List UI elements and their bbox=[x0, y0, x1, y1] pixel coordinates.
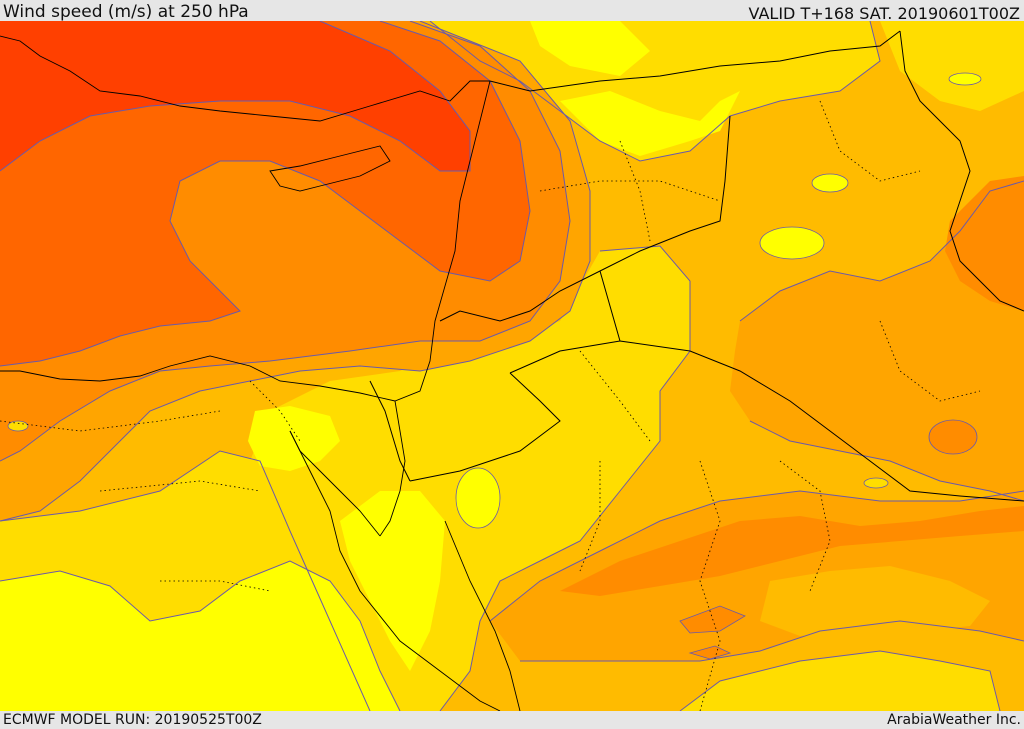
band-yellow-sinai bbox=[340, 491, 445, 671]
model-run-label: ECMWF MODEL RUN: 20190525T00Z bbox=[3, 712, 262, 728]
wind-speed-map bbox=[0, 21, 1024, 711]
band-yellow-east-1 bbox=[759, 226, 825, 260]
country-borders bbox=[369, 30, 1024, 502]
band-yellow-east-2 bbox=[811, 173, 849, 193]
band-east-orange-2 bbox=[945, 176, 1024, 311]
band-west-core bbox=[0, 21, 470, 171]
band-yellow-spot-1 bbox=[455, 467, 501, 529]
coastlines bbox=[0, 35, 521, 711]
band-yellow-se bbox=[680, 651, 1000, 711]
band-yellow-ne bbox=[948, 72, 982, 86]
map-title: Wind speed (m/s) at 250 hPa bbox=[3, 2, 249, 22]
band-north-light bbox=[430, 21, 880, 161]
band-blob-2 bbox=[688, 645, 732, 660]
valid-time: VALID T+168 SAT. 20190601T00Z bbox=[748, 4, 1020, 23]
band-east-deep bbox=[928, 419, 978, 455]
band-se-yellow-inner bbox=[760, 566, 990, 636]
credit-label: ArabiaWeather Inc. bbox=[887, 712, 1021, 728]
contour-lines bbox=[0, 21, 1024, 711]
band-yellow-north-2 bbox=[560, 91, 740, 156]
band-yellow-south bbox=[0, 561, 400, 711]
province-borders bbox=[0, 100, 981, 711]
band-se-deep bbox=[560, 506, 1024, 596]
band-northeast-light bbox=[880, 21, 1024, 111]
band-yellow-north-1 bbox=[530, 21, 650, 76]
band-blob-4 bbox=[7, 420, 29, 432]
band-blob-3 bbox=[863, 477, 889, 489]
